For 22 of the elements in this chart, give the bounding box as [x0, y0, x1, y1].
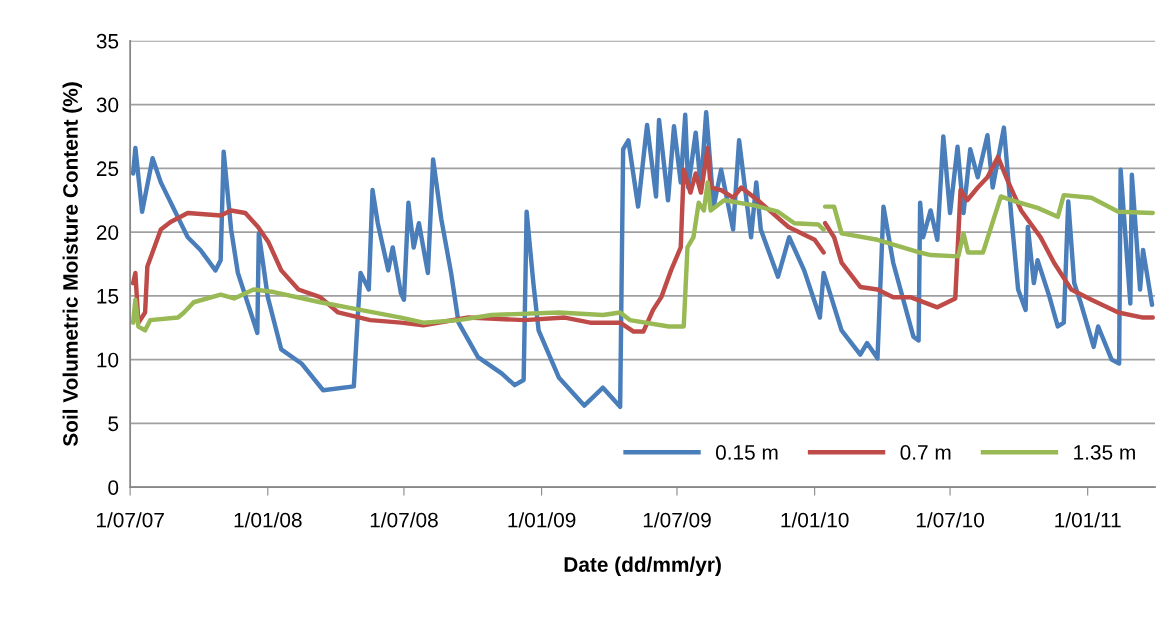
x-tick-label: 1/07/07: [96, 512, 164, 528]
x-tick-label: 1/01/09: [508, 512, 576, 528]
legend-label: 0.15 m: [715, 445, 778, 460]
y-tick-label: 35: [96, 33, 119, 49]
y-tick-label: 0: [108, 480, 119, 495]
y-axis-title: Soil Volumetric Moisture Content (%): [62, 82, 82, 447]
x-tick-label: 1/07/08: [370, 512, 438, 528]
legend-label: 0.7 m: [900, 445, 951, 460]
y-tick-label: 25: [96, 161, 119, 177]
x-tick-label: 1/01/11: [1055, 512, 1121, 528]
x-tick-label: 1/01/10: [781, 512, 849, 528]
y-tick-label: 10: [97, 352, 119, 368]
y-tick-label: 15: [97, 289, 119, 304]
legend-label: 1.35 m: [1074, 445, 1135, 460]
x-tick-label: 1/01/08: [234, 512, 302, 528]
x-axis-title: Date (dd/mm/yr): [564, 556, 721, 576]
y-tick-label: 5: [108, 416, 119, 432]
y-tick-label: 20: [96, 225, 119, 240]
line-series: [130, 110, 1155, 410]
y-tick-label: 30: [96, 97, 119, 113]
x-tick-label: 1/07/10: [916, 512, 984, 528]
x-tick-label: 1/07/09: [643, 512, 711, 528]
